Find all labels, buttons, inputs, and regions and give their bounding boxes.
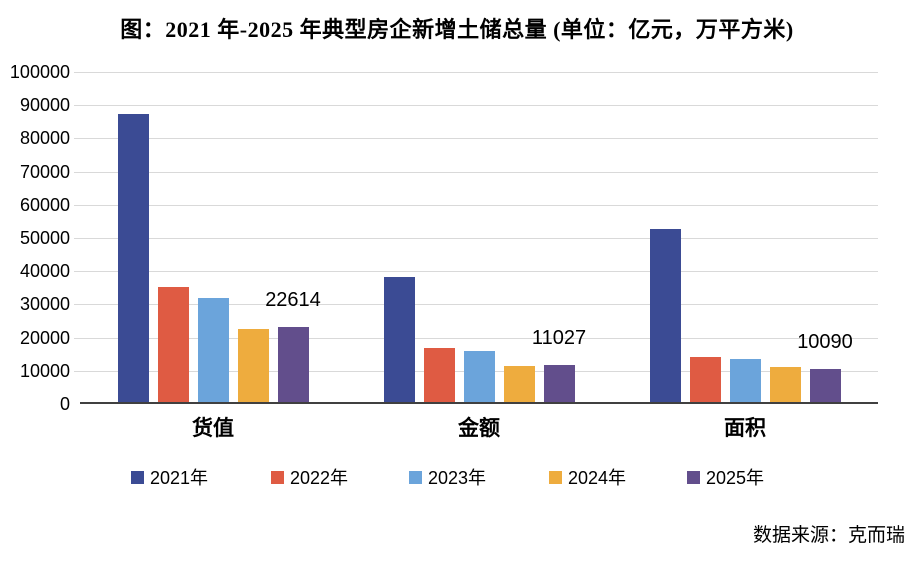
legend-item-2023: 2023年 [409,464,486,490]
legend-label: 2023年 [428,468,487,488]
y-tick-label: 30000 [19,294,70,315]
gridline-80000 [74,138,878,140]
legend-label: 2022年 [290,468,349,488]
y-tick-label: 100000 [9,62,70,82]
bar-group-2: 11027 [346,72,612,402]
category-label-3: 面积 [724,416,766,440]
data-source: 数据来源：克而瑞 [752,525,905,546]
legend: 2021年 2022年 2023年 2024年 2025年 [0,464,914,488]
legend-label: 2025年 [706,468,765,488]
category-label-2: 金额 [458,416,500,440]
gridline-30000 [74,304,878,306]
y-tick-label: 70000 [19,161,70,182]
y-tick-label: 0 [59,394,70,414]
gridline-90000 [74,105,878,107]
legend-item-2025: 2025年 [687,464,764,490]
bar-group2-2024 [503,366,535,402]
data-label: 11027 [531,327,587,350]
legend-item-2024: 2024年 [549,464,626,490]
legend-label: 2021年 [150,468,209,488]
data-label: 22614 [265,288,321,311]
bar-group2-2023 [463,350,495,402]
y-tick-label: 90000 [19,95,70,116]
legend-swatch-icon [409,470,422,484]
legend-swatch-icon [687,470,700,484]
bar-group1-2025: 22614 [265,289,321,402]
bar-group-3: 10090 [612,72,878,402]
legend-item-2021: 2021年 [131,464,208,490]
y-tick-label: 20000 [19,327,70,348]
plot-area: 22614 11027 10090 [74,72,878,404]
data-label: 10090 [797,330,853,353]
bar-group1-2024 [237,328,269,402]
x-axis: 货值 金额 面积 [80,412,878,442]
bar-group2-2022 [423,347,455,402]
y-tick-label: 60000 [19,194,70,215]
gridline-60000 [74,204,878,206]
bar-group3-2021 [649,229,681,402]
gridline-100000 [74,72,878,73]
y-tick-label: 80000 [19,128,70,149]
category-label-1: 货值 [192,416,234,440]
bar-group3-2023 [729,358,761,402]
gridline-40000 [74,271,878,273]
bar-group1-2021 [117,114,149,402]
bar-group1-2022 [157,287,189,402]
bar-group1-2023 [197,297,229,402]
y-axis: 0 10000 20000 30000 40000 50000 60000 70000 8000… [0,62,70,414]
legend-swatch-icon [131,470,144,484]
bar-group3-2025: 10090 [797,331,853,402]
bar-group3-2024 [769,367,801,402]
y-tick-label: 10000 [19,360,70,381]
gridline-50000 [74,238,878,239]
chart-title: 图：2021 年-2025 年典型房企新增土储总量 (单位：亿元，万平方米) [120,17,794,42]
bar-group2-2025: 11027 [532,327,586,402]
legend-swatch-icon [271,470,284,484]
gridline-70000 [74,171,878,173]
bar-group3-2022 [689,356,721,402]
gridline-20000 [74,337,878,339]
bar-group2-2021 [383,277,415,402]
bar-group-1: 22614 [80,72,346,402]
legend-swatch-icon [549,470,562,484]
legend-label: 2024年 [568,468,627,488]
legend-item-2022: 2022年 [271,464,348,490]
y-tick-label: 50000 [19,228,70,248]
y-tick-label: 40000 [19,261,70,282]
